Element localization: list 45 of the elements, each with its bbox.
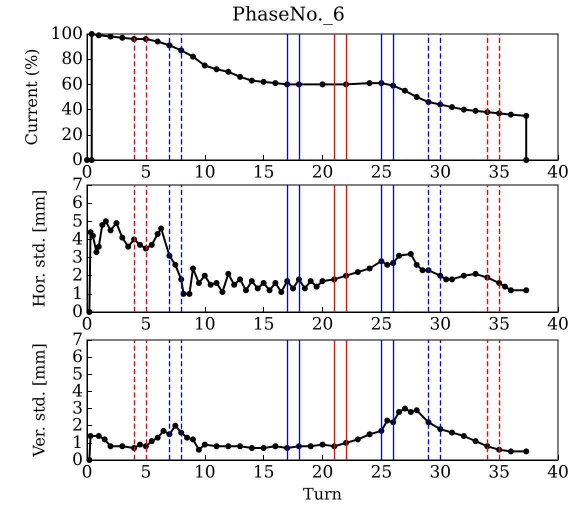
y-tick-label: 4 <box>72 229 83 250</box>
x-tick-label: 35 <box>488 462 510 482</box>
x-tick-label: 30 <box>429 314 452 334</box>
x-tick-label: 10 <box>194 162 216 182</box>
y-axis-title: Ver. std. [mm] <box>30 343 48 458</box>
x-tick-label: 40 <box>547 162 569 182</box>
y-tick-label: 0 <box>72 450 83 470</box>
y-tick-label: 7 <box>72 330 83 350</box>
x-tick-label: 25 <box>370 462 392 482</box>
y-tick-label: 20 <box>61 124 83 145</box>
y-tick-label: 0 <box>72 150 83 170</box>
y-tick-label: 60 <box>61 74 83 94</box>
y-axis-title: Current (%) <box>22 48 42 146</box>
x-tick-label: 15 <box>252 162 274 182</box>
x-tick-label: 25 <box>370 314 392 334</box>
y-axis-title: Hor. std. [mm] <box>30 190 48 308</box>
x-tick-label: 40 <box>547 314 569 334</box>
x-tick-label: 10 <box>194 462 216 482</box>
x-tick-label: 25 <box>370 162 392 182</box>
x-tick-label: 5 <box>140 162 152 182</box>
x-tick-label: 20 <box>312 162 334 182</box>
x-tick-label: 30 <box>429 462 452 482</box>
y-tick-label: 100 <box>50 24 83 44</box>
x-tick-label: 15 <box>252 314 274 334</box>
y-tick-label: 3 <box>72 248 83 268</box>
y-tick-label: 1 <box>72 284 83 304</box>
y-tick-label: 2 <box>72 266 83 286</box>
chart-title: PhaseNo._6 <box>232 4 345 26</box>
x-tick-label: 20 <box>312 462 334 482</box>
x-tick-label: 5 <box>140 314 152 334</box>
y-tick-label: 80 <box>61 49 83 70</box>
y-tick-label: 5 <box>72 211 83 232</box>
x-tick-label: 15 <box>252 462 274 482</box>
x-tick-label: 35 <box>488 162 510 182</box>
x-axis-title: Turn <box>303 484 342 504</box>
y-tick-label: 7 <box>72 175 83 195</box>
y-tick-label: 40 <box>61 100 83 120</box>
x-tick-label: 40 <box>547 462 569 482</box>
x-tick-label: 35 <box>488 314 510 334</box>
x-tick-label: 20 <box>312 314 334 334</box>
x-tick-label: 10 <box>194 314 216 334</box>
y-tick-label: 6 <box>72 193 83 214</box>
x-tick-label: 30 <box>429 162 452 182</box>
y-tick-label: 0 <box>72 302 83 322</box>
x-tick-label: 5 <box>140 462 152 482</box>
